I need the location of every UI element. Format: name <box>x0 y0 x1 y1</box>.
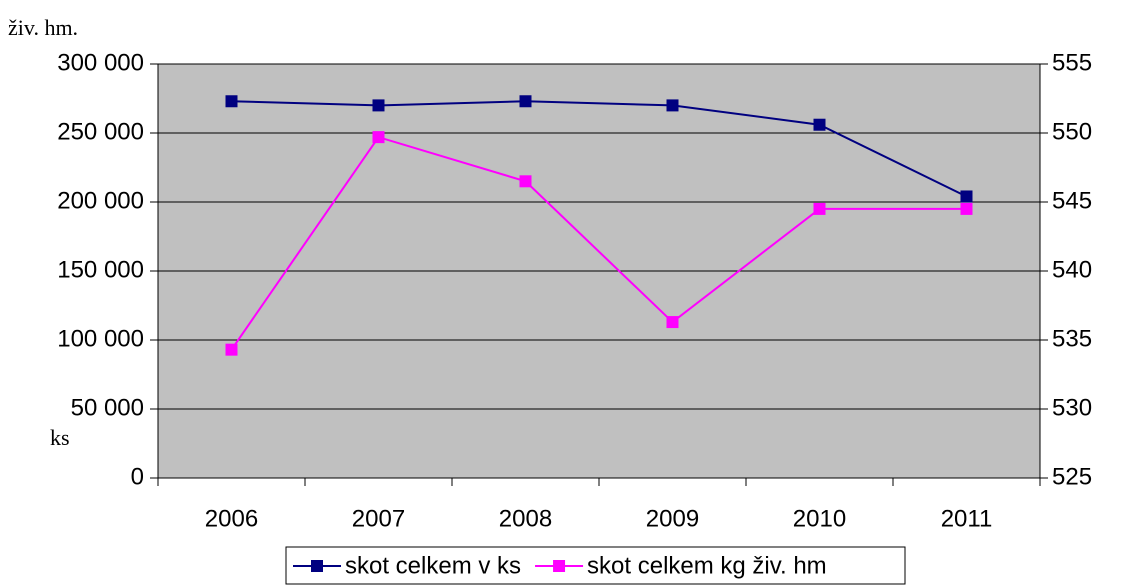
point-marker <box>225 343 238 356</box>
point-marker <box>813 202 826 215</box>
x-tick-label: 2010 <box>793 505 846 532</box>
x-tick-label: 2006 <box>205 505 258 532</box>
y-unit-label: ks <box>50 425 70 450</box>
y2-tick-label: 540 <box>1052 256 1092 283</box>
y-tick-label: 50 000 <box>71 394 144 421</box>
legend-marker <box>553 560 566 572</box>
y2-tick-label: 525 <box>1052 463 1092 490</box>
y-tick-label: 300 000 <box>57 49 144 76</box>
point-marker <box>519 95 532 108</box>
point-marker <box>813 118 826 131</box>
point-marker <box>372 99 385 112</box>
legend-marker <box>311 560 323 572</box>
y-tick-label: 250 000 <box>57 118 144 145</box>
y2-tick-label: 555 <box>1052 49 1092 76</box>
point-marker <box>225 95 238 108</box>
series-line <box>231 100 967 198</box>
legend: skot celkem v ks skot celkem kg živ. hm <box>285 546 906 585</box>
point-marker <box>372 131 385 144</box>
point-marker <box>960 190 973 203</box>
y2-tick-label: 550 <box>1052 118 1092 145</box>
y-tick-label: 150 000 <box>57 256 144 283</box>
point-marker <box>666 316 679 329</box>
y-axis-label: živ. hm. <box>8 15 78 40</box>
point-marker <box>960 202 973 215</box>
y2-tick-label: 530 <box>1052 394 1092 421</box>
y2-tick-label: 535 <box>1052 325 1092 352</box>
point-marker <box>666 99 679 112</box>
x-tick-label: 2007 <box>352 505 405 532</box>
point-marker <box>519 175 532 188</box>
legend-label: skot celkem v ks <box>345 552 521 579</box>
legend-label: skot celkem kg živ. hm <box>587 552 827 579</box>
y2-tick-label: 545 <box>1052 187 1092 214</box>
x-tick-label: 2009 <box>646 505 699 532</box>
x-tick-label: 2008 <box>499 505 552 532</box>
series-line <box>230 135 967 351</box>
legend-box <box>285 546 906 585</box>
y-tick-label: 0 <box>131 463 144 490</box>
y-tick-label: 200 000 <box>57 187 144 214</box>
y-tick-label: 100 000 <box>57 325 144 352</box>
x-tick-label: 2011 <box>941 505 993 532</box>
